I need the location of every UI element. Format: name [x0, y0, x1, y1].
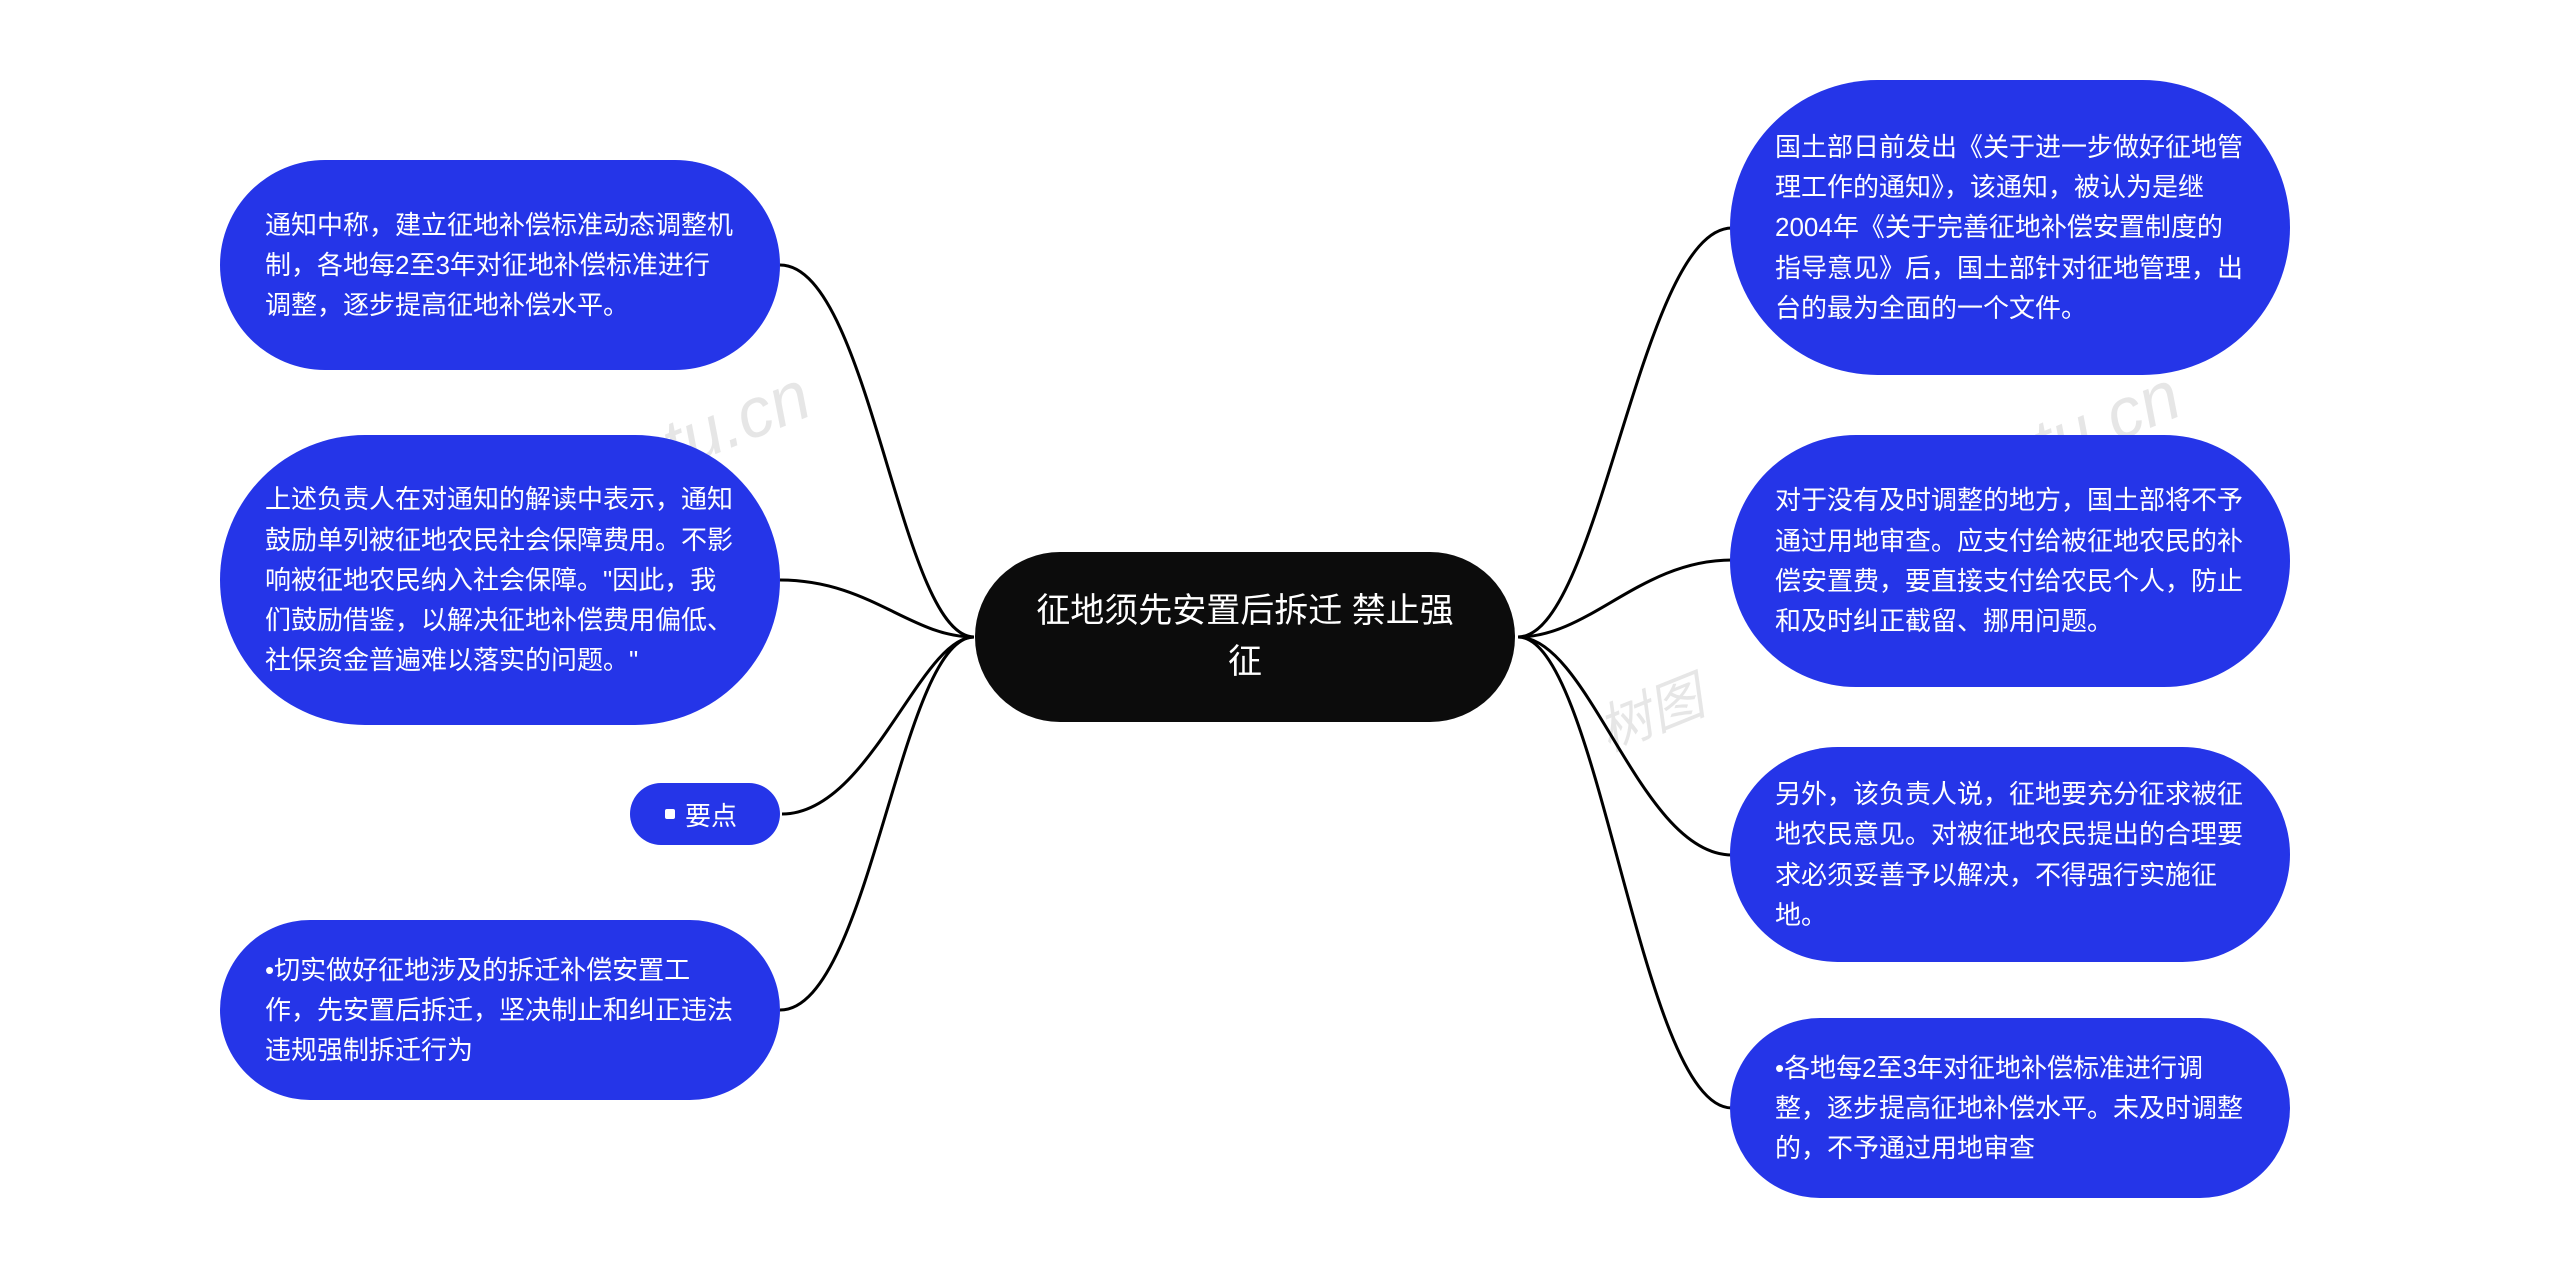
connector	[1518, 560, 1732, 637]
branch-text: 另外，该负责人说，征地要充分征求被征地农民意见。对被征地农民提出的合理要求必须妥…	[1775, 774, 2245, 935]
branch-node-right-4[interactable]: •各地每2至3年对征地补偿标准进行调整，逐步提高征地补偿水平。未及时调整的，不予…	[1730, 1018, 2290, 1198]
connector	[780, 265, 974, 637]
branch-text: 国土部日前发出《关于进一步做好征地管理工作的通知》，该通知，被认为是继2004年…	[1775, 127, 2245, 328]
connector	[1518, 228, 1732, 637]
mindmap-canvas: tu.cn tu.cn 树图 征地须先安置后拆迁 禁止强征 通知中称，建立征地补…	[0, 0, 2560, 1283]
branch-text: 对于没有及时调整的地方，国土部将不予通过用地审查。应支付给被征地农民的补偿安置费…	[1775, 480, 2245, 641]
branch-text: 要点	[685, 796, 737, 833]
branch-node-right-3[interactable]: 另外，该负责人说，征地要充分征求被征地农民意见。对被征地农民提出的合理要求必须妥…	[1730, 747, 2290, 962]
branch-text: 通知中称，建立征地补偿标准动态调整机制，各地每2至3年对征地补偿标准进行调整，逐…	[265, 205, 735, 326]
connector	[1518, 637, 1732, 855]
bullet-icon	[665, 809, 675, 819]
connector	[780, 637, 974, 1010]
branch-node-left-2[interactable]: 上述负责人在对通知的解读中表示，通知鼓励单列被征地农民社会保障费用。不影响被征地…	[220, 435, 780, 725]
connector	[782, 637, 974, 814]
center-node[interactable]: 征地须先安置后拆迁 禁止强征	[975, 552, 1515, 722]
branch-text: •切实做好征地涉及的拆迁补偿安置工作，先安置后拆迁，坚决制止和纠正违法违规强制拆…	[265, 950, 735, 1071]
branch-node-left-4[interactable]: •切实做好征地涉及的拆迁补偿安置工作，先安置后拆迁，坚决制止和纠正违法违规强制拆…	[220, 920, 780, 1100]
watermark-text: 树图	[1590, 667, 1713, 763]
branch-node-right-1[interactable]: 国土部日前发出《关于进一步做好征地管理工作的通知》，该通知，被认为是继2004年…	[1730, 80, 2290, 375]
branch-text: •各地每2至3年对征地补偿标准进行调整，逐步提高征地补偿水平。未及时调整的，不予…	[1775, 1048, 2245, 1169]
center-node-text: 征地须先安置后拆迁 禁止强征	[1030, 586, 1460, 688]
branch-text: 上述负责人在对通知的解读中表示，通知鼓励单列被征地农民社会保障费用。不影响被征地…	[265, 479, 735, 680]
branch-node-left-1[interactable]: 通知中称，建立征地补偿标准动态调整机制，各地每2至3年对征地补偿标准进行调整，逐…	[220, 160, 780, 370]
branch-node-left-3[interactable]: 要点	[630, 783, 780, 845]
connector	[1518, 637, 1732, 1108]
watermark: 树图	[1584, 653, 1714, 767]
connector	[780, 580, 974, 637]
branch-node-right-2[interactable]: 对于没有及时调整的地方，国土部将不予通过用地审查。应支付给被征地农民的补偿安置费…	[1730, 435, 2290, 687]
